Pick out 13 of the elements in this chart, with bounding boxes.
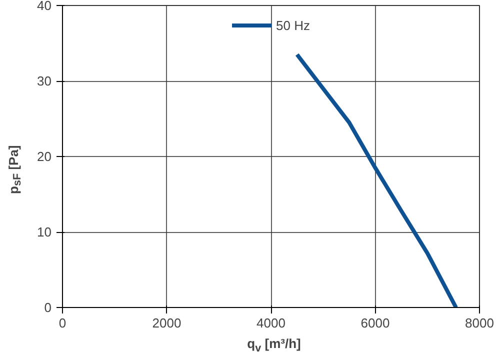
legend-label: 50 Hz [276,18,310,32]
x-tick-label: 8000 [465,316,494,330]
y-tick-label: 20 [37,149,52,164]
xlabel: q$_{v}$ [m³/h] [246,335,302,357]
y-tick-label: 10 [37,224,52,240]
y-tick-label: 30 [37,74,52,88]
x-tick-label: 6000 [360,316,390,330]
y-tick-label: 0 [44,300,52,315]
line-series [295,52,458,308]
x-tick-label: 0 [58,316,66,330]
x-tick-label: 2000 [152,316,182,330]
x-tick-label: 4000 [256,316,286,330]
y-tick-label: 40 [37,0,52,13]
